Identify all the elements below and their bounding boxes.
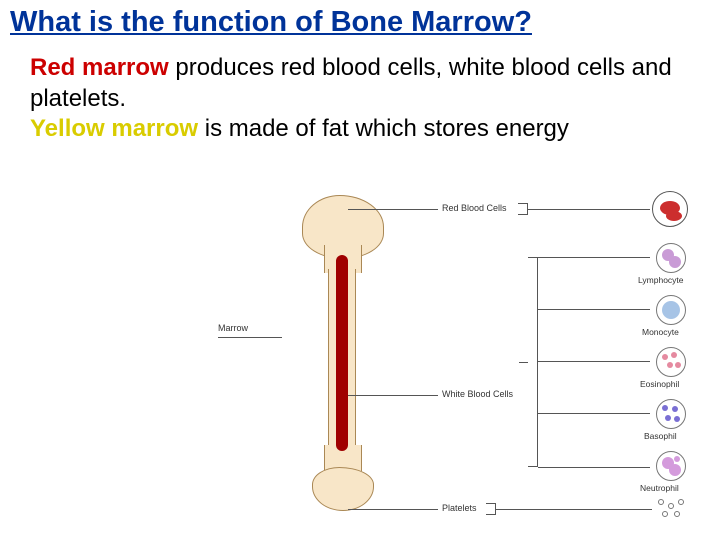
- bone-epiphysis-bottom: [312, 467, 374, 511]
- label-marrow: Marrow: [218, 323, 248, 333]
- leader-eos: [538, 361, 650, 362]
- yellow-marrow-label: Yellow marrow: [30, 115, 198, 142]
- leader-rbc-to-cell: [528, 209, 650, 210]
- slide-title: What is the function of Bone Marrow?: [0, 0, 720, 53]
- period: .: [119, 85, 126, 112]
- bracket-rbc: [518, 203, 528, 215]
- leader-mono: [538, 309, 650, 310]
- label-wbc: White Blood Cells: [442, 389, 513, 399]
- label-lymphocyte: Lymphocyte: [638, 275, 684, 285]
- leader-plat: [348, 509, 438, 510]
- femur-bone: [288, 195, 398, 520]
- leader-plat-to-cell: [496, 509, 652, 510]
- red-marrow-label: Red marrow: [30, 54, 169, 81]
- leader-marrow: [218, 337, 282, 338]
- bracket-plat: [486, 503, 496, 515]
- label-neutrophil: Neutrophil: [640, 483, 679, 493]
- marrow-core: [336, 255, 348, 451]
- cell-basophil: [656, 399, 686, 429]
- rbc-icon: [660, 201, 680, 215]
- body-text: Red marrow produces red blood cells, whi…: [0, 53, 720, 145]
- label-basophil: Basophil: [644, 431, 677, 441]
- cell-platelets: [658, 499, 688, 521]
- label-eosinophil: Eosinophil: [640, 379, 679, 389]
- bracket-wbc: [528, 257, 538, 467]
- cell-neutrophil: [656, 451, 686, 481]
- cell-eosinophil: [656, 347, 686, 377]
- cell-monocyte: [656, 295, 686, 325]
- yellow-marrow-text: is made of fat which stores energy: [198, 115, 569, 142]
- label-platelets: Platelets: [442, 503, 477, 513]
- leader-wbc: [348, 395, 438, 396]
- leader-rbc: [348, 209, 438, 210]
- leader-lymph: [538, 257, 650, 258]
- leader-neut: [538, 467, 650, 468]
- bone-marrow-diagram: Red Blood Cells Marrow White Blood Cells…: [218, 195, 708, 530]
- label-rbc: Red Blood Cells: [442, 203, 507, 213]
- bracket-wbc-stem: [519, 362, 528, 363]
- label-monocyte: Monocyte: [642, 327, 679, 337]
- cell-lymphocyte: [656, 243, 686, 273]
- cell-rbc: [652, 191, 688, 227]
- leader-baso: [538, 413, 650, 414]
